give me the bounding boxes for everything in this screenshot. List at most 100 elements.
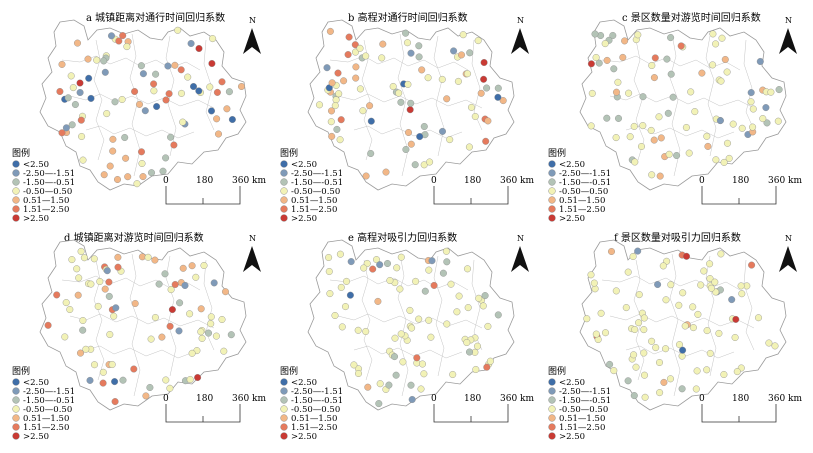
sample-point	[731, 333, 739, 341]
legend-swatch	[280, 396, 288, 404]
sample-point	[655, 358, 663, 366]
sample-point	[640, 314, 648, 322]
sample-point	[473, 342, 481, 350]
sample-point	[110, 312, 118, 320]
sample-point	[748, 261, 756, 269]
legend-label: >2.50	[559, 432, 585, 442]
legend-swatch	[12, 432, 20, 440]
sample-point	[725, 154, 733, 162]
panel-d-title: d 城镇距离对游览时间回归系数	[64, 231, 204, 244]
sample-point	[137, 62, 145, 70]
legend-swatch	[280, 378, 288, 386]
legend-label: -1.50—-0.51	[23, 178, 75, 188]
legend-swatch	[548, 205, 556, 213]
sample-point	[626, 133, 634, 141]
sample-point	[691, 108, 699, 116]
sample-point	[53, 291, 61, 299]
sample-point	[103, 267, 111, 275]
sample-point	[475, 294, 483, 302]
sample-point	[762, 104, 770, 112]
sample-point	[592, 330, 600, 338]
sample-point	[467, 103, 475, 111]
sample-point	[346, 291, 354, 299]
sample-point	[459, 31, 467, 39]
legend-label: -0.50—0.50	[23, 405, 72, 415]
sample-point	[106, 162, 114, 170]
sample-point	[150, 80, 158, 88]
north-arrow-icon	[779, 28, 797, 54]
sample-point	[328, 107, 336, 115]
sample-point	[472, 365, 480, 373]
sample-point	[111, 398, 119, 406]
sample-point	[210, 279, 218, 287]
sample-point	[345, 33, 353, 41]
scale-bar-tick: 0	[163, 176, 169, 186]
sample-point	[664, 109, 672, 117]
sample-point	[167, 133, 175, 141]
sample-point	[480, 75, 488, 83]
sample-point	[362, 52, 370, 60]
sample-point	[595, 59, 603, 67]
sample-point	[200, 262, 208, 270]
sample-point	[397, 98, 405, 106]
legend-swatch	[12, 187, 20, 195]
sample-point	[412, 277, 420, 285]
sample-point	[356, 85, 364, 93]
sample-point	[207, 313, 215, 321]
legend-swatch	[280, 160, 288, 168]
legend-label: 1.51—2.50	[559, 205, 605, 215]
sample-point	[756, 58, 764, 66]
sample-point	[153, 102, 161, 110]
sample-point	[629, 253, 637, 261]
sample-point	[442, 247, 450, 255]
legend-label: -1.50—-0.51	[559, 396, 611, 406]
scale-bar-tick: 360 km	[500, 394, 534, 404]
sample-point	[767, 88, 775, 96]
sample-point	[648, 171, 656, 179]
sample-point	[397, 330, 405, 338]
legend: 图例 <2.50-2.50—-1.51-1.50—-0.51-0.50—0.50…	[280, 147, 343, 224]
sample-point	[386, 277, 394, 285]
panel-a-points	[56, 26, 245, 188]
north-arrow-label: N	[517, 16, 524, 25]
sample-point	[749, 105, 757, 113]
sample-point	[177, 66, 185, 74]
sample-point	[416, 133, 424, 141]
sample-point	[328, 132, 336, 140]
sample-point	[415, 53, 423, 61]
sample-point	[179, 264, 187, 272]
sample-point	[413, 354, 421, 362]
north-arrow-icon	[243, 246, 261, 272]
legend-swatch	[280, 432, 288, 440]
sample-point	[484, 322, 492, 330]
legend-swatch	[12, 405, 20, 413]
legend-label: >2.50	[291, 214, 317, 224]
scale-bar: 0 180 360 km	[163, 176, 266, 205]
sample-point	[652, 344, 660, 352]
legend-swatch	[548, 432, 556, 440]
sample-point	[351, 41, 359, 49]
sample-point	[640, 371, 648, 379]
panel-c-title: c 景区数量对游览时间回归系数	[622, 11, 761, 24]
sample-point	[218, 78, 226, 86]
scale-bar: 0 180 360 km	[431, 176, 534, 205]
scale-bar-tick: 0	[699, 394, 705, 404]
sample-point	[326, 290, 334, 298]
sample-point	[151, 313, 159, 321]
sample-point	[662, 345, 670, 353]
sample-point	[100, 57, 108, 65]
north-arrow-label: N	[785, 16, 792, 25]
sample-point	[457, 51, 465, 59]
sample-point	[754, 314, 762, 322]
sample-point	[175, 327, 183, 335]
sample-point	[494, 311, 502, 319]
sample-point	[207, 107, 215, 115]
sample-point	[453, 308, 461, 316]
sample-point	[775, 86, 783, 94]
sample-point	[147, 335, 155, 343]
legend-swatch	[12, 196, 20, 204]
sample-point	[77, 247, 85, 255]
sample-point	[176, 299, 184, 307]
sample-point	[333, 125, 341, 133]
legend-swatch	[280, 178, 288, 186]
